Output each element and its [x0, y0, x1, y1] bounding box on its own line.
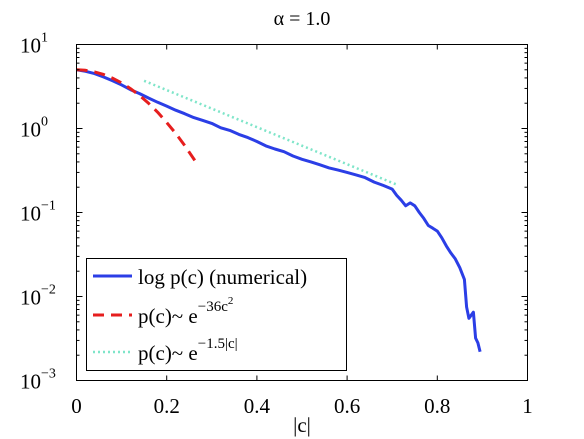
y-tick-exponent: −2 [41, 283, 56, 298]
y-tick-exponent: 0 [41, 115, 48, 130]
x-tick-label: 0.4 [244, 394, 271, 418]
series-line-1 [76, 68, 198, 164]
x-axis: 0 0.2 0.4 0.6 0.8 1 [71, 44, 533, 418]
series-line-2 [143, 79, 398, 186]
legend-label-2: p(c)~ e−1.5|c| [138, 336, 238, 365]
legend-label-1: p(c)~ e−36c2 [138, 295, 233, 328]
series-line-0 [76, 68, 482, 353]
x-tick-label: 0 [71, 394, 82, 418]
x-tick-label: 0.2 [154, 394, 180, 418]
y-tick-label: 10−3 [20, 367, 56, 394]
x-tick-label: 0.6 [334, 394, 360, 418]
y-tick-exponent: −3 [41, 367, 56, 382]
x-tick-label: 0.8 [424, 394, 450, 418]
legend: log p(c) (numerical) p(c)~ e−36c2 p(c)~ e−… [86, 258, 347, 371]
x-axis-label: |c| [293, 413, 311, 437]
y-tick-exponent: 1 [41, 31, 48, 46]
legend-label-0: log p(c) (numerical) [138, 265, 307, 289]
x-tick-label: 1 [522, 394, 533, 418]
chart-title: α = 1.0 [274, 8, 331, 30]
y-tick-label: 101 [20, 31, 48, 58]
y-tick-label: 10−2 [20, 283, 56, 310]
y-tick-label: 10−1 [20, 199, 56, 226]
y-tick-label: 100 [20, 115, 48, 142]
y-tick-exponent: −1 [41, 199, 56, 214]
series-layer [76, 68, 482, 353]
